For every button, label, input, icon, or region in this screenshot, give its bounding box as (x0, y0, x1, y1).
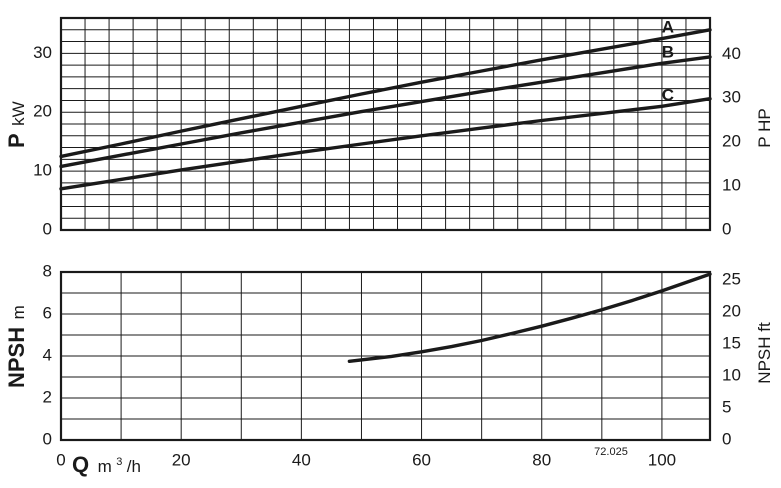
power-kw-tick-label: 0 (43, 219, 52, 238)
npsh-m-tick-label: 4 (43, 345, 52, 364)
curve-a (59, 28, 712, 159)
curve-c (59, 97, 712, 191)
npsh-m-tick-label: 2 (43, 387, 52, 406)
power-hp-tick-label: 0 (722, 219, 731, 238)
npsh-ft-tick-label: 5 (722, 397, 731, 416)
npsh-ft-tick-label: 15 (722, 333, 741, 352)
power-hp-tick-label: 30 (722, 88, 741, 107)
power-hp-tick-label: 40 (722, 44, 741, 63)
flow-axis-symbol: Q (72, 452, 89, 477)
curve-b (59, 55, 712, 169)
power-axis-unit: kW (9, 101, 28, 126)
flow-tick-label: 40 (292, 450, 311, 469)
power-kw-tick-label: 20 (33, 102, 52, 121)
flow-axis-title: Q m 3 /h (72, 452, 141, 477)
power-hp-tick-label: 10 (722, 176, 741, 195)
npsh-ft-tick-label: 20 (722, 301, 741, 320)
power-axis-symbol: P (4, 133, 29, 148)
flow-axis-unit-sup: 3 (116, 456, 122, 468)
power-axis-title: P kW (4, 101, 29, 148)
npsh-ft-tick-label: 25 (722, 269, 741, 288)
power-curves: AB C (59, 18, 712, 191)
flow-tick-label: 100 (648, 450, 676, 469)
npsh-grid (61, 272, 710, 440)
power-plot-frame (59, 16, 712, 232)
curve-c-label: C (662, 85, 674, 104)
npsh-m-tick-label: 6 (43, 303, 52, 322)
npsh-plot-frame (59, 270, 712, 442)
flow-tick-label: 20 (172, 450, 191, 469)
npsh-ft-tick-label: 0 (722, 429, 731, 448)
npsh-curves (347, 272, 712, 363)
curve-b-label: B (662, 42, 674, 61)
flow-tick-label: 0 (56, 450, 65, 469)
curve-npsh (347, 272, 712, 363)
npsh-ft-tick-label: 10 (722, 365, 741, 384)
flow-tick-label: 80 (532, 450, 551, 469)
power-grid (61, 18, 710, 230)
flow-tick-label: 60 (412, 450, 431, 469)
flow-axis-unit: m (98, 457, 112, 476)
power-hp-tick-label: 20 (722, 132, 741, 151)
npsh-axis-unit: m (9, 305, 28, 319)
npsh-axis-title: NPSH m (4, 305, 29, 388)
power-kw-tick-label: 10 (33, 161, 52, 180)
curve-code: 72.025 (594, 446, 628, 458)
npsh-ft-axis-title: NPSH ft (755, 322, 774, 384)
power-kw-tick-label: 30 (33, 43, 52, 62)
npsh-axis-symbol: NPSH (4, 327, 29, 388)
power-hp-axis-title: P HP (755, 108, 774, 147)
flow-axis-unit-tail: /h (127, 457, 141, 476)
curve-a-label: A (662, 18, 674, 37)
npsh-m-tick-label: 8 (43, 261, 52, 280)
npsh-m-tick-label: 0 (43, 429, 52, 448)
